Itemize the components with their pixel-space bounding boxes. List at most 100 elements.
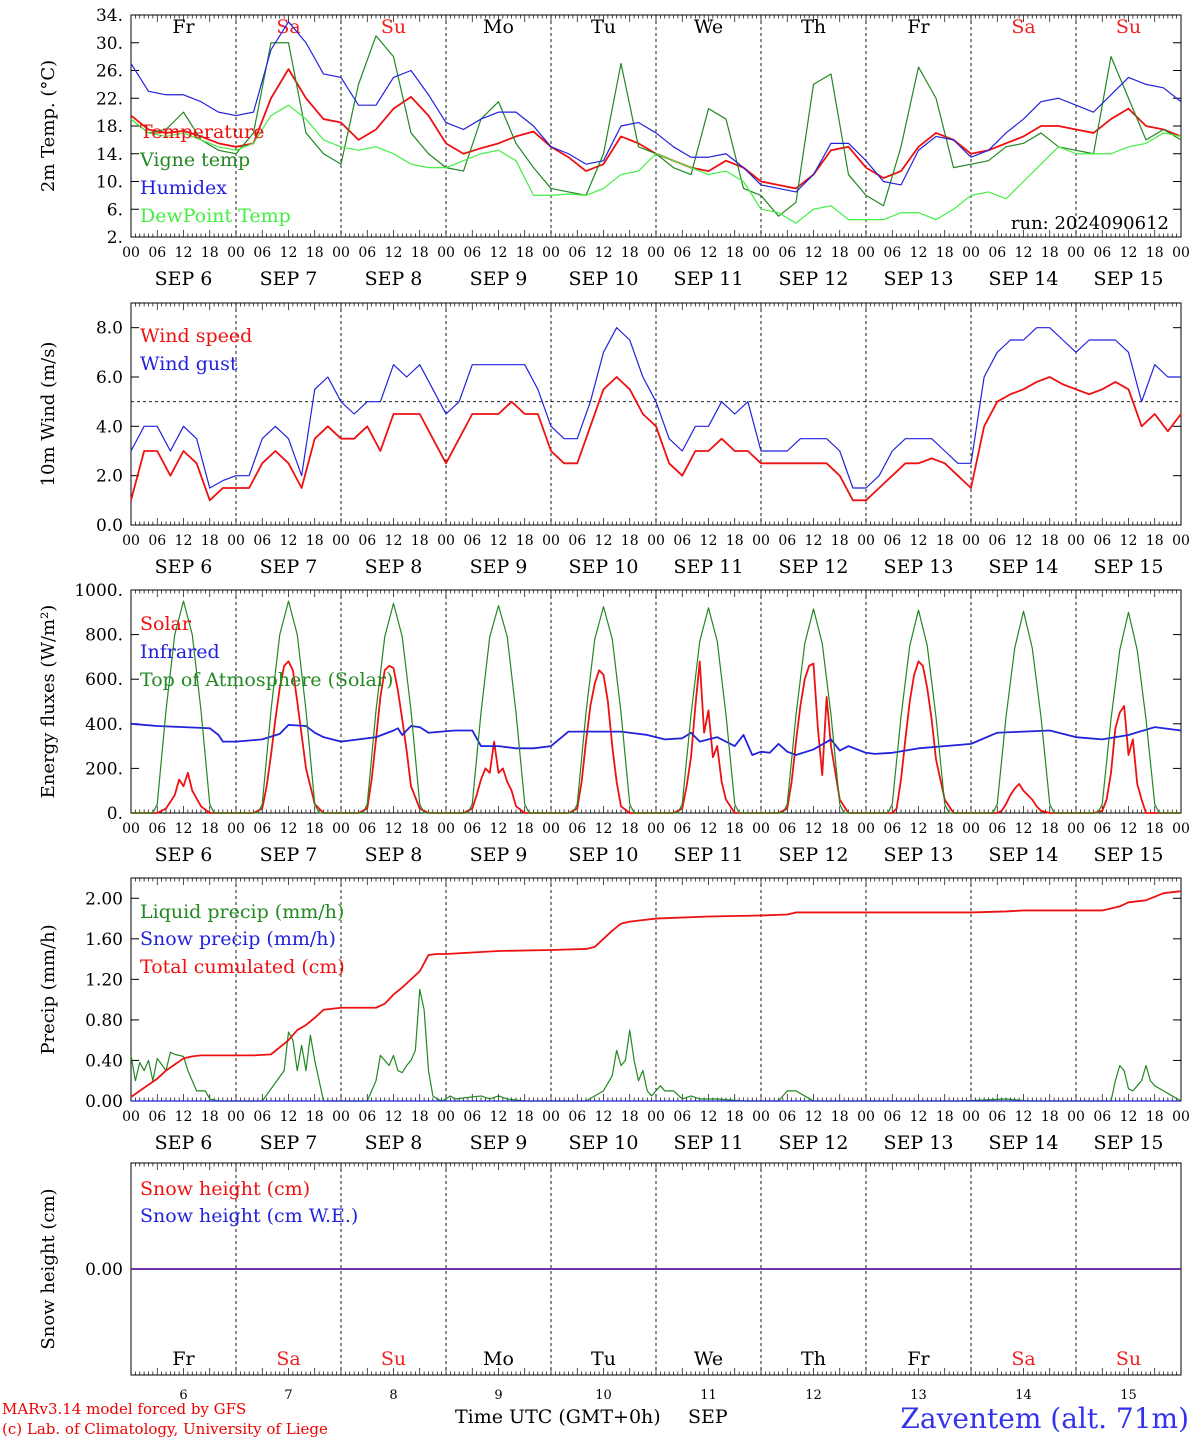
hour-label: 12 (805, 821, 823, 837)
y-tick-label: 200. (85, 759, 123, 779)
hour-label: 18 (516, 533, 534, 549)
panel-5: 0.00 Snow height (cm) Snow height (cm) Snow… (38, 1162, 1182, 1376)
panel-2: 8.0 6.0 4.0 2.0 0.0 10m Wind (m/s) 00 06 12 18 00 0… (38, 302, 1190, 578)
y-tick-label: 10. (96, 173, 123, 193)
panel-1: 34. 30. 26. 22. 18. 14. 10. 6. 2. 2m Temp. (°C) 00… (38, 6, 1190, 290)
run-label: run: 2024090612 (1011, 213, 1169, 234)
hour-label: 18 (516, 821, 534, 837)
y-tick-label: 0.0 (96, 516, 123, 536)
date-label: SEP 15 (1094, 268, 1164, 290)
legend-entry: DewPoint Temp (140, 205, 291, 227)
y-tick-label: 18. (96, 117, 123, 137)
hour-label: 18 (1146, 821, 1164, 837)
y-tick-label: 8.0 (96, 319, 123, 339)
station-label: Zaventem (alt. 71m) (900, 1402, 1189, 1435)
panel-4: 2.00 1.60 1.20 0.80 0.40 0.00 Precip (mm/h) 00 0… (38, 877, 1190, 1154)
hour-label: 00 (1067, 533, 1085, 549)
y-tick-label: 800. (85, 626, 123, 646)
y-tick-label: 2.0 (96, 467, 123, 487)
day-number-label: 14 (1015, 1388, 1032, 1403)
day-abbr-label: Sa (1011, 16, 1035, 38)
hour-label: 00 (1067, 1109, 1085, 1125)
date-label: SEP 15 (1094, 1132, 1164, 1154)
hour-label: 06 (358, 821, 376, 837)
hour-label: 06 (988, 533, 1006, 549)
hour-label: 12 (175, 533, 193, 549)
day-abbr-label: Sa (1011, 1348, 1035, 1370)
hour-label: 12 (595, 533, 613, 549)
hour-label: 00 (542, 533, 560, 549)
hour-label: 12 (1015, 821, 1033, 837)
hour-label: 12 (490, 533, 508, 549)
hour-label: 00 (227, 533, 245, 549)
y-axis-label: 2m Temp. (°C) (38, 60, 59, 192)
hour-label: 12 (175, 821, 193, 837)
hour-label: 06 (463, 1109, 481, 1125)
y-tick-label: 2. (107, 228, 123, 248)
hour-label: 18 (936, 821, 954, 837)
hour-label: 18 (831, 821, 849, 837)
y-axis-label: Snow height (cm) (38, 1188, 59, 1349)
hour-label: 06 (883, 533, 901, 549)
date-label: SEP 7 (260, 1132, 318, 1154)
hour-label: 18 (936, 533, 954, 549)
hour-label: 06 (883, 821, 901, 837)
series-line-total-cumulated-cm (130, 890, 1182, 1098)
hour-label: 12 (175, 245, 193, 261)
hour-label: 18 (306, 1109, 324, 1125)
hour-label: 18 (411, 533, 429, 549)
hour-label: 18 (621, 1109, 639, 1125)
hour-label: 06 (988, 821, 1006, 837)
date-label: SEP 11 (674, 844, 744, 866)
hour-label: 06 (568, 533, 586, 549)
y-tick-label: 30. (96, 34, 123, 54)
credit-line-2: (c) Lab. of Climatology, University of L… (2, 1420, 328, 1438)
hour-label: 18 (726, 245, 744, 261)
hour-label: 06 (253, 821, 271, 837)
date-label: SEP 12 (779, 1132, 849, 1154)
date-label: SEP 14 (989, 1132, 1059, 1154)
hour-label: 12 (910, 1109, 928, 1125)
date-label: SEP 12 (779, 844, 849, 866)
series-line-top-of-atmosphere-solar (131, 600, 1181, 814)
series-line-solar (131, 660, 1181, 814)
date-label: SEP 13 (884, 844, 954, 866)
hour-label: 00 (1067, 245, 1085, 261)
day-abbr-label: We (694, 16, 723, 38)
y-tick-label: 34. (96, 6, 123, 26)
series-line-infrared (130, 722, 1182, 756)
y-axis-label: Precip (mm/h) (38, 924, 59, 1054)
hour-label: 00 (857, 245, 875, 261)
day-number-label: 8 (389, 1388, 397, 1403)
hour-label: 12 (910, 245, 928, 261)
date-label: SEP 11 (674, 268, 744, 290)
hour-label: 06 (673, 1109, 691, 1125)
day-number-label: 7 (284, 1388, 292, 1403)
series-line-wind-gust (130, 327, 1181, 489)
date-label: SEP 15 (1094, 844, 1164, 866)
hour-label: 18 (1041, 533, 1059, 549)
hour-label: 18 (831, 245, 849, 261)
hour-label: 12 (490, 1109, 508, 1125)
day-abbr-label: Tu (591, 16, 616, 38)
hour-label: 06 (148, 533, 166, 549)
plot-frame (130, 589, 1182, 814)
day-number-label: 10 (595, 1388, 612, 1403)
hour-label: 18 (1041, 245, 1059, 261)
hour-label: 18 (201, 1109, 219, 1125)
legend-entry: Snow height (cm) (140, 1178, 310, 1200)
day-abbr-label: We (694, 1348, 723, 1370)
date-label: SEP 10 (569, 844, 639, 866)
date-label: SEP 8 (365, 556, 423, 578)
date-label: SEP 14 (989, 556, 1059, 578)
hour-label: 18 (726, 533, 744, 549)
hour-label: 06 (253, 533, 271, 549)
hour-label: 00 (122, 245, 140, 261)
hour-label: 06 (463, 533, 481, 549)
y-tick-label: 4.0 (96, 417, 123, 437)
hour-label: 18 (621, 821, 639, 837)
hour-label: 06 (148, 1109, 166, 1125)
hour-label: 12 (805, 245, 823, 261)
hour-label: 12 (910, 533, 928, 549)
